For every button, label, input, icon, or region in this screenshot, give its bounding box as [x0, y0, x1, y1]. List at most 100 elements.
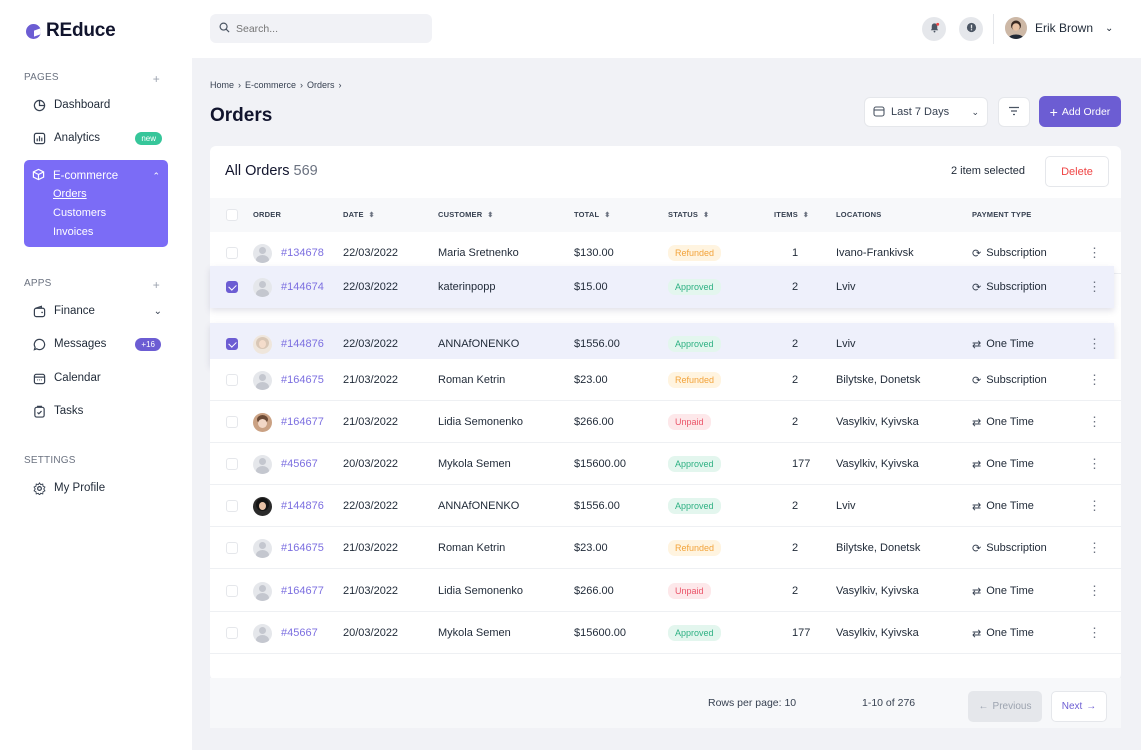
sidebar-item-analytics[interactable]: Analytics new	[32, 127, 162, 149]
column-header-items[interactable]: ITEMS ⬍	[774, 210, 809, 219]
rows-per-page[interactable]: Rows per page: 10	[708, 697, 797, 709]
delete-button[interactable]: Delete	[1045, 156, 1109, 187]
search-input[interactable]	[236, 22, 416, 35]
column-header-total[interactable]: TOTAL ⬍	[574, 210, 610, 219]
chevron-right-icon: ›	[238, 80, 242, 90]
plus-icon: +	[1049, 103, 1058, 120]
select-all-checkbox[interactable]	[226, 209, 238, 221]
order-id-link[interactable]: #45667	[281, 458, 318, 470]
more-options-icon[interactable]: ⋮	[1088, 279, 1101, 294]
notifications-button[interactable]	[922, 17, 946, 41]
more-options-icon[interactable]: ⋮	[1088, 245, 1101, 260]
date-range-dropdown[interactable]: Last 7 Days ⌄	[864, 97, 988, 127]
add-app-icon[interactable]: +	[152, 278, 160, 292]
items-cell: 2	[792, 281, 799, 293]
sidebar-item-finance[interactable]: Finance ⌄	[32, 300, 162, 322]
sidebar-subitem-orders[interactable]: Orders	[53, 188, 87, 200]
logo[interactable]: REduce	[26, 20, 116, 42]
breadcrumb-ecommerce[interactable]: E-commerce	[245, 80, 297, 90]
sort-icon: ⬍	[368, 211, 375, 219]
order-id-link[interactable]: #45667	[281, 627, 318, 639]
breadcrumb-orders[interactable]: Orders	[307, 80, 335, 90]
payment-type-label: One Time	[986, 458, 1034, 470]
items-cell: 2	[792, 500, 799, 512]
status-badge: Approved	[668, 456, 721, 472]
table-row[interactable]: #144876 22/03/2022 ANNAfONENKO $1556.00 Appr…	[210, 323, 1114, 365]
order-cell: #144876	[253, 323, 324, 365]
column-header-customer[interactable]: CUSTOMER ⬍	[438, 210, 493, 219]
table-row[interactable]: #164675 21/03/2022 Roman Ketrin $23.00 Refun…	[210, 527, 1121, 569]
table-row[interactable]: #144674 22/03/2022 katerinpopp $15.00 Approv…	[210, 266, 1114, 308]
filter-button[interactable]	[998, 97, 1030, 127]
search-box[interactable]	[210, 14, 432, 43]
column-header-status[interactable]: STATUS ⬍	[668, 210, 709, 219]
sidebar-item-calendar[interactable]: Calendar	[32, 367, 162, 389]
sidebar-item-tasks[interactable]: Tasks	[32, 400, 162, 422]
order-id-link[interactable]: #164677	[281, 416, 324, 428]
sidebar-item-dashboard[interactable]: Dashboard	[32, 94, 162, 116]
ecommerce-header[interactable]: E-commerce ⌃	[32, 168, 160, 184]
row-checkbox[interactable]	[226, 458, 238, 470]
column-header-date[interactable]: DATE ⬍	[343, 210, 375, 219]
order-id-link[interactable]: #134678	[281, 247, 324, 259]
table-row[interactable]: #45667 20/03/2022 Mykola Semen $15600.00 App…	[210, 443, 1121, 485]
previous-page-button[interactable]: ← Previous	[968, 691, 1042, 722]
chat-icon	[32, 337, 46, 351]
more-options-icon[interactable]: ⋮	[1088, 498, 1101, 513]
row-checkbox[interactable]	[226, 416, 238, 428]
info-button[interactable]	[959, 17, 983, 41]
total-cell: $15600.00	[574, 627, 626, 639]
sidebar-subitem-customers[interactable]: Customers	[53, 207, 107, 219]
table-row[interactable]: #164677 21/03/2022 Lidia Semonenko $266.00 U…	[210, 570, 1121, 612]
table-row[interactable]: #144876 22/03/2022 ANNAfONENKO $1556.00 Appr…	[210, 485, 1121, 527]
row-checkbox[interactable]	[226, 500, 238, 512]
date-cell: 20/03/2022	[343, 627, 399, 639]
pagination-range: 1-10 of 276	[862, 697, 916, 709]
order-id-link[interactable]: #144876	[281, 500, 324, 512]
row-checkbox[interactable]	[226, 585, 238, 597]
user-menu[interactable]: Erik Brown ⌄	[1005, 17, 1113, 39]
order-id-link[interactable]: #144674	[281, 281, 324, 293]
breadcrumb: Home › E-commerce › Orders ›	[210, 80, 342, 90]
row-checkbox[interactable]	[226, 338, 238, 350]
order-id-link[interactable]: #164677	[281, 585, 324, 597]
table-header: ORDER DATE ⬍ CUSTOMER ⬍ TOTAL ⬍ STATUS ⬍ ITE…	[210, 198, 1121, 232]
add-order-button[interactable]: + Add Order	[1039, 96, 1121, 127]
more-options-icon[interactable]: ⋮	[1088, 583, 1101, 598]
order-id-link[interactable]: #144876	[281, 338, 324, 350]
row-checkbox[interactable]	[226, 281, 238, 293]
column-header-label: ITEMS	[774, 210, 798, 219]
next-page-button[interactable]: Next →	[1051, 691, 1107, 722]
location-cell: Vasylkiv, Kyivska	[836, 416, 919, 428]
status-cell: Refunded	[668, 232, 722, 274]
sidebar-subitem-invoices[interactable]: Invoices	[53, 226, 94, 238]
more-options-icon[interactable]: ⋮	[1088, 372, 1101, 387]
order-id-link[interactable]: #164675	[281, 374, 324, 386]
more-options-icon[interactable]: ⋮	[1088, 625, 1101, 640]
more-options-icon[interactable]: ⋮	[1088, 540, 1101, 555]
table-row[interactable]: #45667 20/03/2022 Mykola Semen $15600.00 App…	[210, 612, 1121, 654]
chevron-right-icon: ›	[338, 80, 342, 90]
table-row[interactable]: #164677 21/03/2022 Lidia Semonenko $266.00 U…	[210, 401, 1121, 443]
row-checkbox[interactable]	[226, 247, 238, 259]
row-checkbox[interactable]	[226, 542, 238, 554]
add-page-icon[interactable]: +	[152, 72, 160, 86]
order-id-link[interactable]: #164675	[281, 542, 324, 554]
more-options-icon[interactable]: ⋮	[1088, 336, 1101, 351]
column-header-label: PAYMENT TYPE	[972, 210, 1032, 219]
more-options-icon[interactable]: ⋮	[1088, 414, 1101, 429]
customer-avatar	[253, 623, 272, 643]
sidebar: REduce PAGES + Dashboard Analytics new E…	[0, 0, 192, 750]
payment-type-label: One Time	[986, 585, 1034, 597]
table-row[interactable]: #164675 21/03/2022 Roman Ketrin $23.00 Refun…	[210, 359, 1121, 401]
breadcrumb-home[interactable]: Home	[210, 80, 235, 90]
row-checkbox[interactable]	[226, 374, 238, 386]
sidebar-item-messages[interactable]: Messages +16	[32, 333, 162, 355]
sidebar-item-my-profile[interactable]: My Profile	[32, 477, 162, 499]
row-checkbox[interactable]	[226, 627, 238, 639]
section-pages-label: PAGES	[24, 72, 59, 83]
payment-type-cell: ⇄ One Time	[972, 401, 1034, 443]
more-options-icon[interactable]: ⋮	[1088, 456, 1101, 471]
column-header-order: ORDER	[253, 210, 281, 219]
sidebar-item-ecommerce[interactable]: E-commerce ⌃ Orders Customers Invoices	[24, 160, 168, 247]
